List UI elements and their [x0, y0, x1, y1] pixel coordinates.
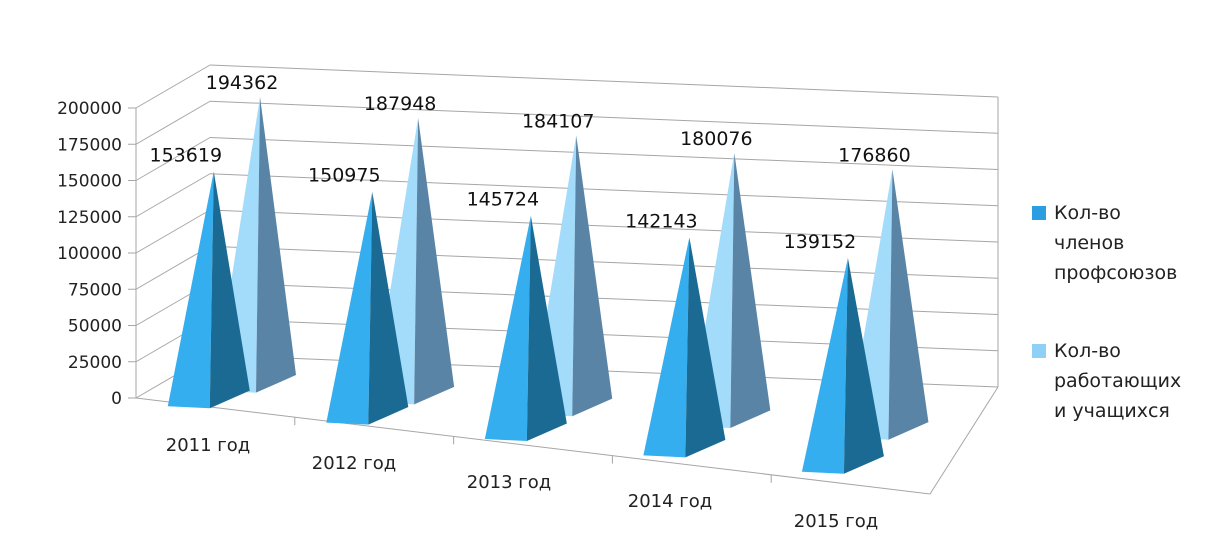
gridline — [209, 245, 999, 279]
y-tick-label: 50000 — [68, 317, 122, 337]
x-axis-line — [135, 397, 931, 495]
pyramid-members-front-face — [643, 237, 690, 458]
data-label-workers: 194362 — [206, 72, 279, 94]
side-gridline — [135, 245, 211, 290]
gridline — [209, 282, 999, 315]
pyramid-members-side-face — [526, 215, 567, 442]
x-tick-label: 2015 год — [794, 511, 878, 532]
y-tick-label: 0 — [111, 389, 122, 409]
pyramid-members-front-face — [326, 191, 373, 425]
legend-item-workers: Кол-во работающих и учащихся — [1032, 336, 1202, 426]
pyramid-members-side-face — [368, 191, 409, 425]
pyramid-members-side-face — [843, 258, 884, 474]
gridline — [209, 209, 999, 243]
side-gridline — [135, 100, 211, 145]
legend-label-line: Кол-во — [1054, 340, 1121, 362]
pyramid-members-front-face — [484, 215, 531, 442]
y-tick-label: 150000 — [57, 172, 122, 192]
legend-swatch-members — [1032, 206, 1046, 220]
y-tick-label: 200000 — [57, 99, 122, 119]
pyramid-members-side-face — [209, 171, 250, 409]
data-label-workers: 187948 — [364, 93, 437, 115]
pyramid-members-side-face — [685, 237, 726, 458]
data-label-members: 150975 — [308, 165, 381, 187]
legend-label-line: членов — [1054, 232, 1125, 254]
y-tick-label: 100000 — [57, 244, 122, 264]
data-label-members: 139152 — [784, 231, 857, 253]
y-tick-label: 175000 — [57, 135, 122, 155]
gridline — [209, 64, 999, 98]
y-tick-label: 75000 — [68, 280, 122, 300]
x-tick-label: 2011 год — [166, 435, 250, 456]
gridline — [209, 137, 999, 170]
data-label-workers: 176860 — [838, 144, 911, 166]
side-gridline — [135, 209, 211, 254]
side-gridline — [135, 173, 211, 218]
pyramid-workers-side-face — [888, 169, 929, 440]
pyramid-members-front-face — [801, 258, 848, 474]
x-tick-label: 2014 год — [628, 491, 712, 512]
pyramid-workers-side-face — [256, 96, 297, 393]
gridline — [209, 100, 999, 134]
x-tick-label: 2012 год — [312, 453, 396, 474]
y-tick-label: 125000 — [57, 208, 122, 228]
side-gridline — [135, 64, 211, 109]
gridline — [209, 173, 999, 207]
legend-swatch-workers — [1032, 344, 1046, 358]
data-label-members: 142143 — [625, 210, 698, 232]
data-label-workers: 184107 — [522, 110, 595, 132]
legend-label-line: работающих — [1054, 370, 1182, 392]
data-label-workers: 180076 — [680, 128, 753, 150]
chart-legend: Кол-во членов профсоюзов Кол-во работающ… — [1032, 198, 1202, 474]
floor-right-edge — [929, 386, 999, 495]
legend-item-members: Кол-во членов профсоюзов — [1032, 198, 1202, 288]
x-tick-label: 2013 год — [467, 472, 551, 493]
pyramid-workers-side-face — [414, 117, 455, 405]
legend-label-line: Кол-во — [1054, 202, 1121, 224]
pyramid-workers-side-face — [730, 152, 771, 428]
data-label-members: 145724 — [467, 189, 540, 211]
pyramid-workers-side-face — [572, 135, 613, 417]
y-tick-label: 25000 — [68, 353, 122, 373]
side-gridline — [135, 137, 211, 181]
legend-label-line: и учащихся — [1054, 400, 1170, 422]
legend-label-line: профсоюзов — [1054, 262, 1178, 284]
data-label-members: 153619 — [150, 145, 223, 167]
pyramid-members-front-face — [167, 171, 214, 409]
